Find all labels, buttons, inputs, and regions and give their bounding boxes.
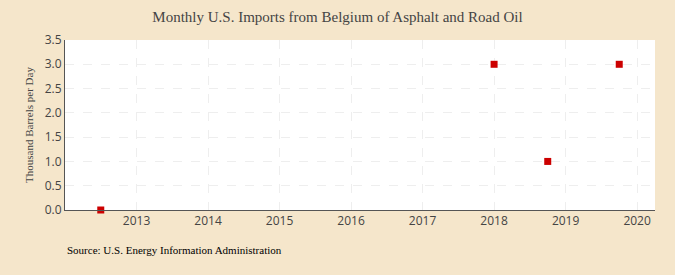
svg-text:1.0: 1.0 [45, 153, 62, 170]
svg-text:2019: 2019 [552, 212, 580, 229]
svg-text:2.0: 2.0 [45, 104, 62, 121]
svg-text:2020: 2020 [623, 212, 651, 229]
svg-text:2014: 2014 [194, 212, 222, 229]
svg-text:2015: 2015 [266, 212, 294, 229]
svg-text:Thousand Barrels per Day: Thousand Barrels per Day [23, 67, 35, 183]
svg-text:2018: 2018 [480, 212, 508, 229]
svg-text:1.5: 1.5 [45, 128, 62, 145]
svg-text:2013: 2013 [123, 212, 151, 229]
svg-text:Source: U.S. Energy Informatio: Source: U.S. Energy Information Administ… [67, 244, 282, 256]
svg-text:2017: 2017 [409, 212, 437, 229]
svg-text:0.5: 0.5 [45, 177, 62, 194]
svg-text:2.5: 2.5 [45, 80, 62, 97]
svg-text:3.0: 3.0 [45, 55, 62, 72]
svg-text:Monthly U.S. Imports from Belg: Monthly U.S. Imports from Belgium of Asp… [152, 9, 522, 25]
svg-text:2016: 2016 [337, 212, 365, 229]
svg-text:3.5: 3.5 [45, 31, 62, 48]
svg-text:0.0: 0.0 [45, 201, 62, 218]
